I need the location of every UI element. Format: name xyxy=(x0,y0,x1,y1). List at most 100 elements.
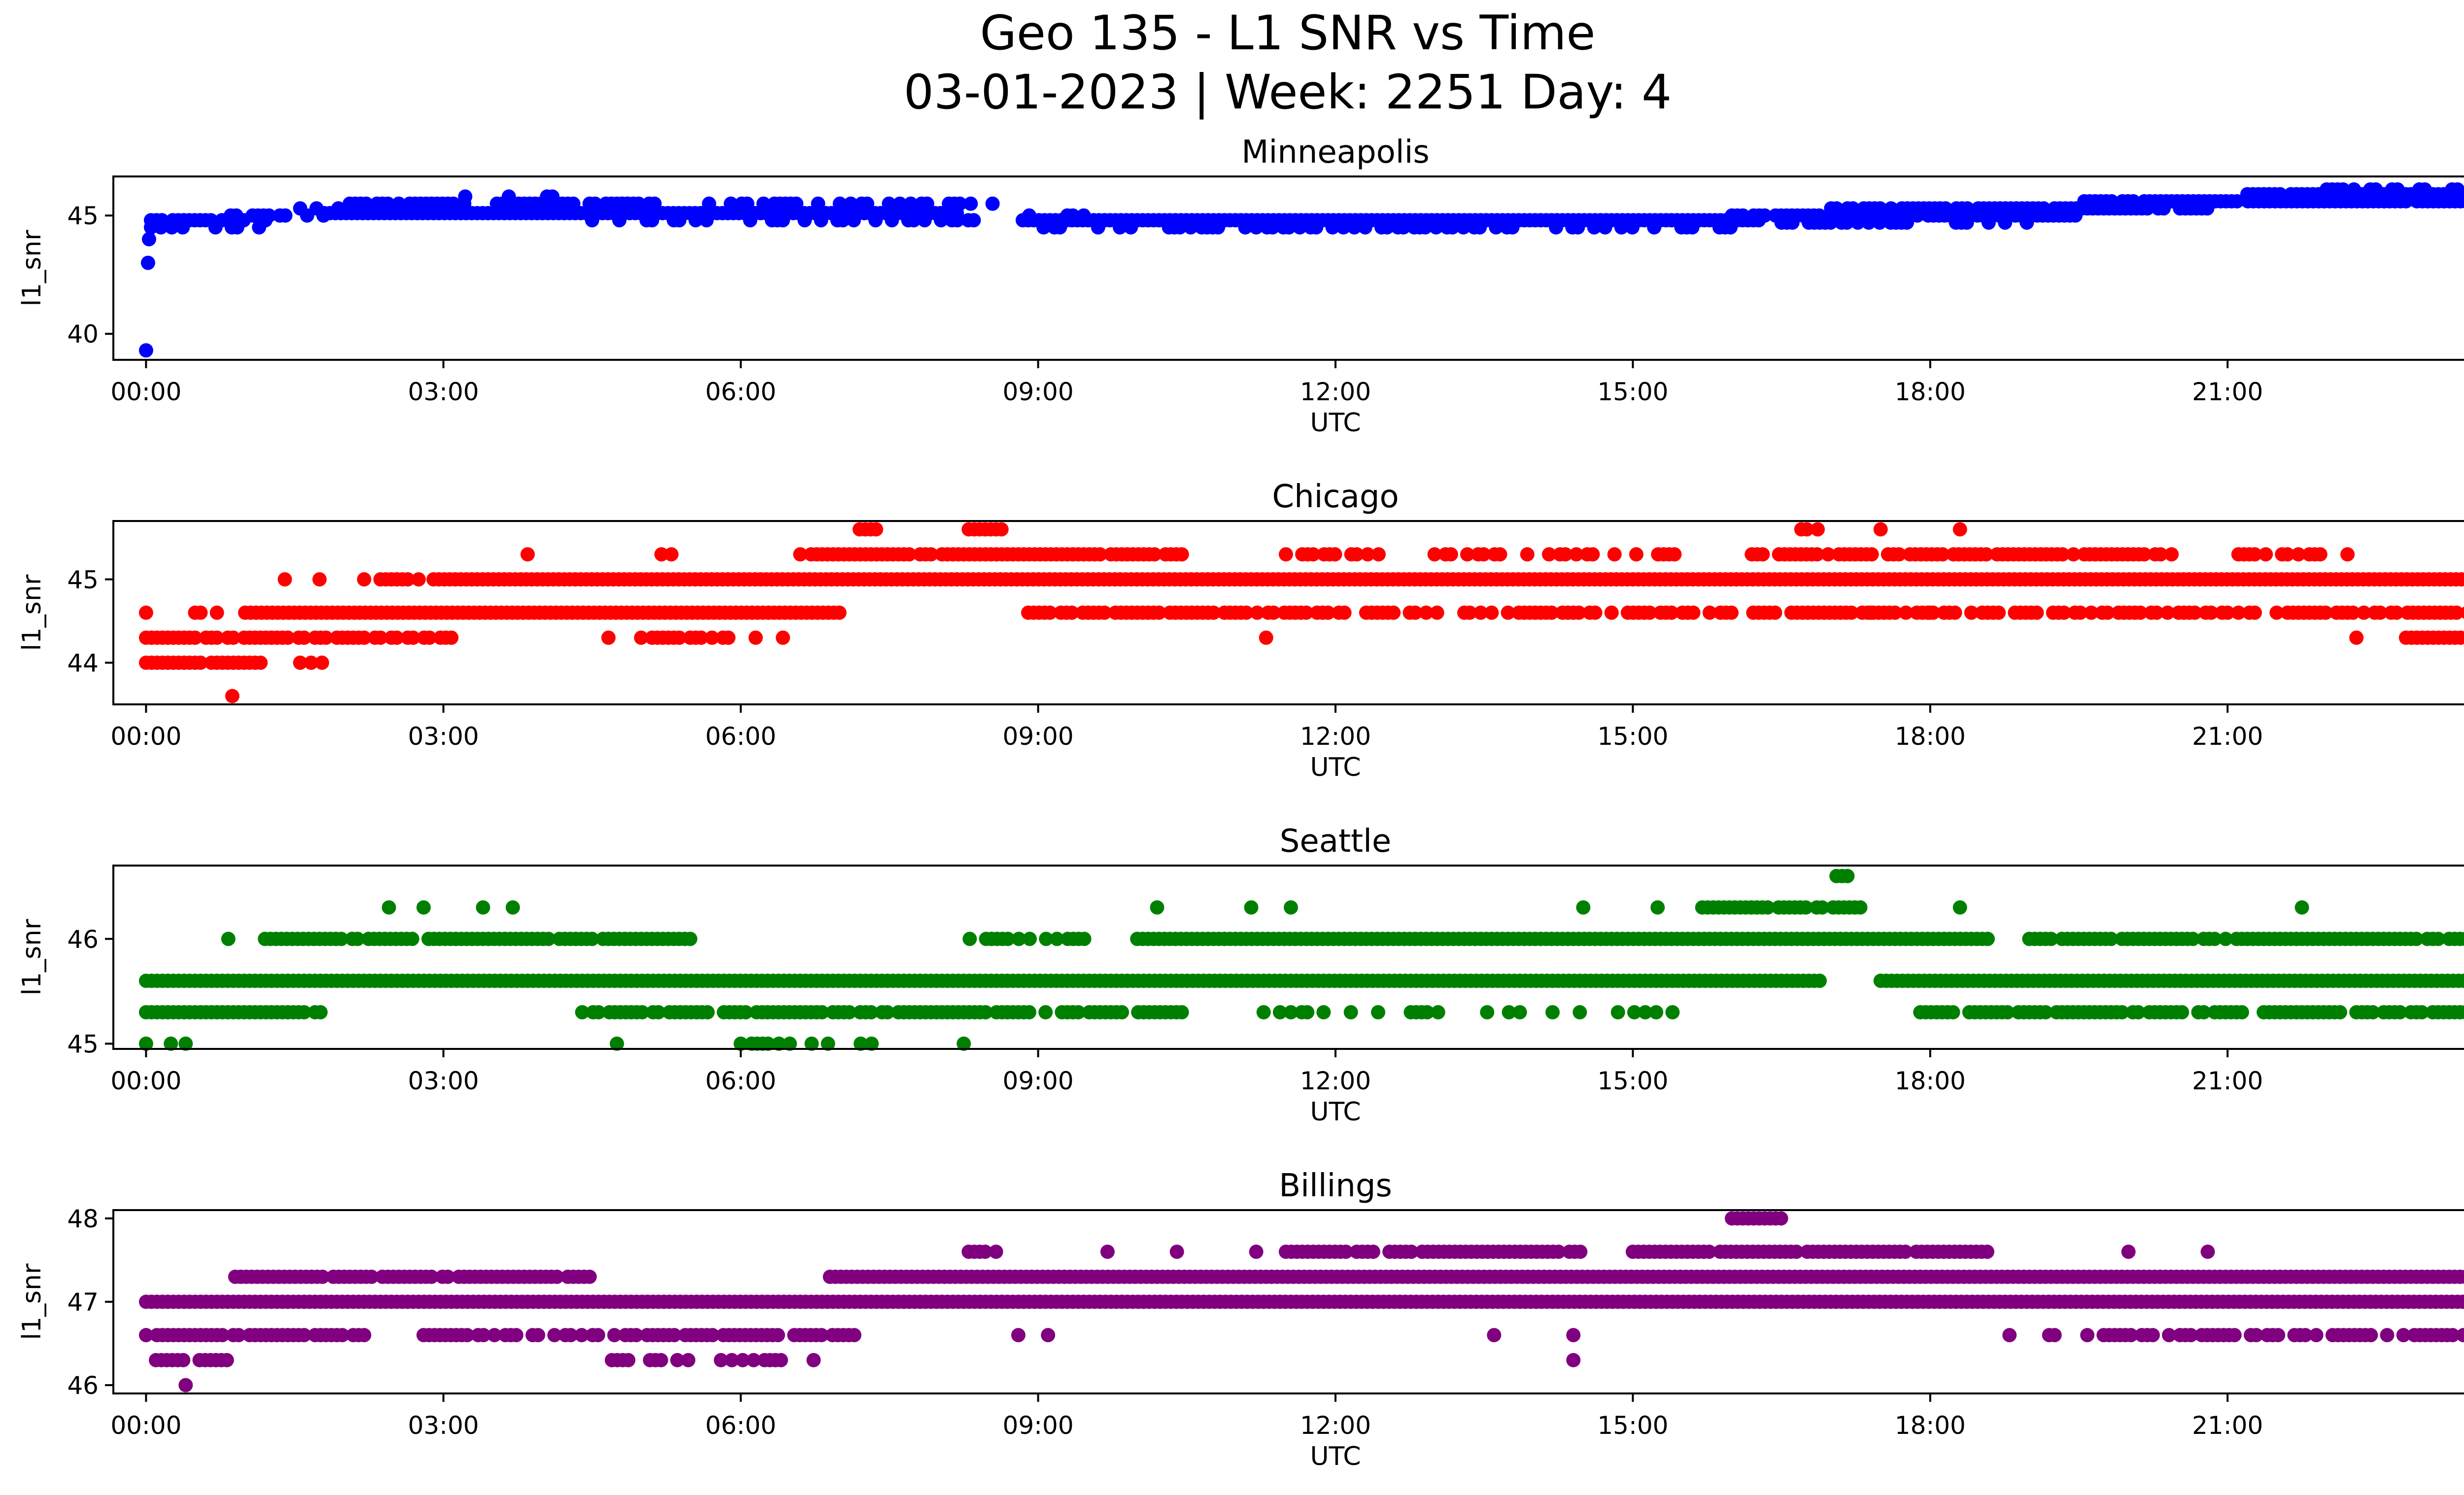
data-point xyxy=(1789,1245,1804,1259)
data-point xyxy=(1489,220,1504,235)
data-point xyxy=(1625,220,1640,235)
data-point xyxy=(1053,220,1067,235)
data-point xyxy=(2365,1005,2380,1020)
data-point xyxy=(1610,1005,1625,1020)
data-point xyxy=(406,630,420,645)
data-point xyxy=(814,213,828,228)
data-point xyxy=(1946,1005,1960,1020)
data-point xyxy=(154,220,168,235)
data-point xyxy=(1938,201,1953,216)
data-point xyxy=(723,196,738,211)
data-point xyxy=(620,196,635,211)
data-point xyxy=(424,1269,439,1284)
data-point xyxy=(1476,547,1491,562)
data-point xyxy=(2115,1005,2129,1020)
data-point xyxy=(2002,1328,2017,1343)
data-point xyxy=(389,630,404,645)
x-tick-label: 15:00 xyxy=(1597,722,1668,751)
x-axis-label: UTC xyxy=(1310,1097,1361,1127)
data-point xyxy=(735,1353,750,1367)
data-point xyxy=(1685,220,1700,235)
data-point xyxy=(2047,1328,2062,1343)
data-point xyxy=(209,605,224,620)
data-point xyxy=(631,196,646,211)
subplot-chicago: Chicago 00:00 03:00 06:00 09:00 12:00 15:00 18:… xyxy=(17,479,2464,782)
data-point xyxy=(1853,900,1868,915)
data-point xyxy=(1512,1005,1527,1020)
data-point xyxy=(1982,215,1996,230)
data-point xyxy=(654,547,669,562)
data-point xyxy=(2231,605,2246,620)
data-point xyxy=(545,189,560,204)
data-point xyxy=(1566,1353,1581,1367)
data-point xyxy=(441,1269,455,1284)
data-point xyxy=(832,196,847,211)
subplots: Minneapolis 00:00 03:00 06:00 09:00 12:00 15:0… xyxy=(17,134,2464,1471)
data-point xyxy=(864,1005,879,1020)
data-point xyxy=(1238,220,1253,235)
subplot-title: Billings xyxy=(1279,1168,1392,1204)
data-point xyxy=(2269,605,2284,620)
data-point xyxy=(357,1328,372,1343)
data-point xyxy=(1850,215,1865,230)
x-tick-label: 09:00 xyxy=(1003,722,1074,751)
data-point xyxy=(574,1328,589,1343)
data-point xyxy=(1952,522,1967,537)
data-point xyxy=(2104,194,2119,209)
data-point xyxy=(1863,605,1878,620)
data-point xyxy=(1011,932,1026,946)
data-point xyxy=(588,196,602,211)
data-point xyxy=(978,1005,993,1020)
data-point xyxy=(746,1353,761,1367)
data-point xyxy=(1064,605,1079,620)
x-tick-label: 03:00 xyxy=(408,1411,479,1440)
data-point xyxy=(963,196,978,211)
data-point xyxy=(2373,605,2388,620)
data-point xyxy=(278,208,293,223)
data-point xyxy=(314,656,329,670)
data-point xyxy=(1472,220,1487,235)
data-point xyxy=(335,1328,350,1343)
data-point xyxy=(2207,932,2222,946)
data-point xyxy=(1960,201,1975,216)
data-point xyxy=(1043,605,1058,620)
data-point xyxy=(2336,182,2350,197)
data-point xyxy=(793,547,808,562)
data-point xyxy=(847,213,861,228)
data-point xyxy=(380,196,395,211)
data-point xyxy=(714,1353,728,1367)
x-tick-label: 15:00 xyxy=(1597,1411,1668,1440)
data-points xyxy=(138,182,2464,358)
data-point xyxy=(1300,1005,1315,1020)
data-point xyxy=(1366,1245,1380,1259)
data-point xyxy=(1892,547,1906,562)
data-point xyxy=(2145,1328,2160,1343)
data-point xyxy=(1598,220,1612,235)
data-point xyxy=(1785,215,1800,230)
data-point xyxy=(509,1328,524,1343)
data-point xyxy=(1445,220,1460,235)
data-point xyxy=(869,522,884,537)
y-axis-label: l1_snr xyxy=(17,919,47,996)
data-point xyxy=(950,213,965,228)
data-point xyxy=(705,630,719,645)
data-point xyxy=(2154,547,2168,562)
data-point xyxy=(476,1328,491,1343)
data-point xyxy=(2390,182,2405,197)
data-point xyxy=(2456,1294,2464,1309)
data-point xyxy=(1587,220,1602,235)
data-point xyxy=(629,1328,644,1343)
data-point xyxy=(2462,976,2464,986)
data-point xyxy=(1183,220,1198,235)
data-point xyxy=(178,1036,193,1051)
data-point xyxy=(1456,220,1471,235)
data-point xyxy=(1815,900,1830,915)
data-point xyxy=(868,213,883,228)
data-point xyxy=(1840,869,1855,883)
data-point xyxy=(531,1328,546,1343)
data-point xyxy=(357,630,372,645)
data-point xyxy=(2456,1328,2464,1343)
data-point xyxy=(832,605,847,620)
data-point xyxy=(138,605,153,620)
